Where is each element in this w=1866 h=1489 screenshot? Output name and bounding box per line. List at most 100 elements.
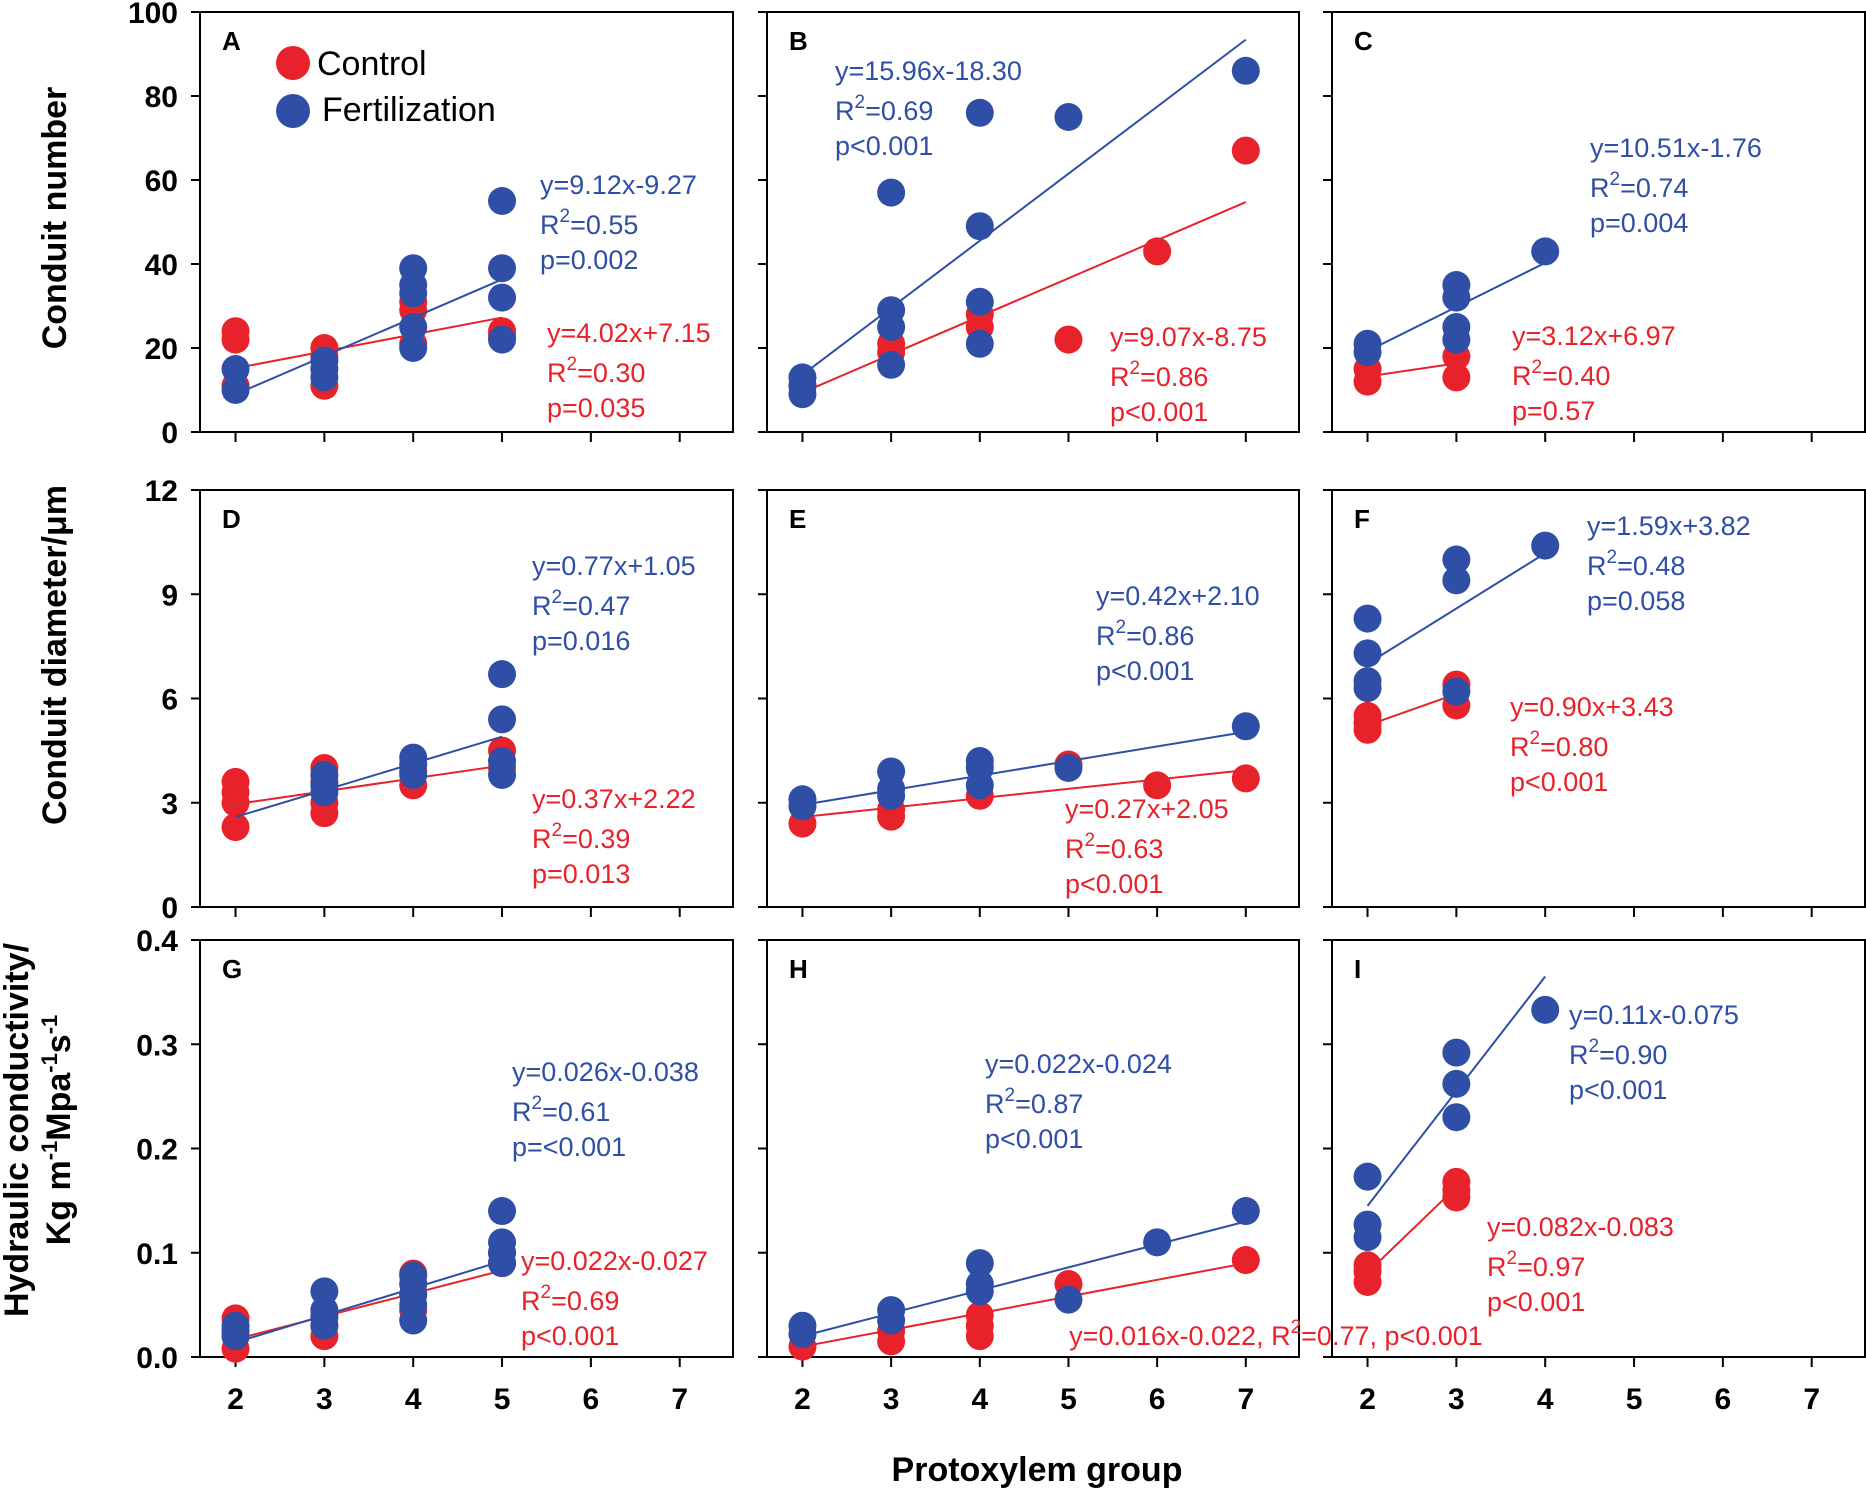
data-point [488,254,517,283]
data-point [1353,1267,1382,1296]
x-tick-label: 7 [1237,1383,1254,1416]
equation-control: y=0.37x+2.22 R2=0.39 p=0.013 [532,784,696,889]
y-tick-label: 0.1 [136,1238,178,1271]
data-point [1353,715,1382,744]
x-tick-label: 4 [971,1383,988,1416]
p-value-text: p=0.013 [532,859,630,889]
data-point [1442,545,1471,574]
x-tick-label: 6 [583,1383,600,1416]
series-control [1353,1167,1471,1296]
p-value-text: p<0.001 [1569,1075,1667,1105]
panel-frame [199,939,734,1358]
r-squared-text: R2=0.47 [532,587,630,621]
equation-fertilization: y=0.022x-0.024 R2=0.87 p<0.001 [985,1049,1172,1154]
data-point [310,778,339,807]
equation-text: y=0.90x+3.43 [1510,692,1674,722]
y-axis-title-conduit-number: Conduit number [36,87,74,350]
p-value-text: p<0.001 [1110,397,1208,427]
x-tick-label: 5 [1626,1383,1643,1416]
x-tick-label: 7 [1803,1383,1820,1416]
panel-G: 0.0 0.1 0.2 0.3 0.4 2 3 4 5 6 7 Gy=0.026x-0.038 R2=0… [136,925,734,1416]
data-point [965,1277,994,1306]
p-value-text: p<0.001 [1487,1287,1585,1317]
y-tick-label: 0.4 [136,925,178,958]
data-point [1054,325,1083,354]
data-point [1353,367,1382,396]
data-point [488,325,517,354]
series-fertilization [221,187,517,404]
equation-text: y=0.026x-0.038 [512,1057,699,1087]
data-point [788,792,817,821]
equation-text: y=0.27x+2.05 [1065,794,1229,824]
hc-unit-s: s [40,1034,78,1053]
data-point [965,1301,994,1330]
panel-letter: G [222,954,242,984]
equation-text: y=9.12x-9.27 [540,170,697,200]
y-tick-label: 0.2 [136,1134,178,1167]
panel-frame [766,489,1300,908]
r-squared-text: R2=0.97 [1487,1248,1585,1282]
r-squared-text: R2=0.30 [547,354,645,388]
data-point [965,771,994,800]
equation-fertilization: y=0.11x-0.075 R2=0.90 p<0.001 [1569,1000,1739,1105]
y-tick-label: 40 [145,249,178,282]
data-point [1531,995,1560,1024]
data-point [1231,1197,1260,1226]
y-tick-label: 60 [145,165,178,198]
panel-C: Cy=10.51x-1.76 R2=0.74 p=0.004 y=3.12x+6.97… [1323,11,1866,442]
data-point [788,380,817,409]
equation-text: y=0.77x+1.05 [532,551,696,581]
y-tick-label: 9 [161,579,178,612]
x-tick-label: 3 [316,1383,333,1416]
equation-control: y=0.27x+2.05 R2=0.63 p<0.001 [1065,794,1229,899]
x-tick-label: 6 [1149,1383,1166,1416]
series-fertilization [1353,975,1560,1252]
equation-text: y=9.07x-8.75 [1110,322,1267,352]
x-tick-label: 3 [1448,1383,1465,1416]
data-point [399,279,428,308]
equation-text: y=10.51x-1.76 [1590,133,1762,163]
data-point [488,705,517,734]
data-point [1143,237,1172,266]
panel-letter: B [789,26,808,56]
y-tick-label: 0 [161,892,178,925]
fit-line [235,764,503,806]
p-value-text: p=0.016 [532,626,630,656]
data-point [1054,1285,1083,1314]
equation-text: y=15.96x-18.30 [835,56,1022,86]
series-fertilization [1353,531,1560,706]
x-tick-label: 2 [1359,1383,1376,1416]
equation-fertilization: y=0.026x-0.038 R2=0.61 p=<0.001 [512,1057,699,1162]
equation-text: y=4.02x+7.15 [547,318,711,348]
data-point [965,1249,994,1278]
panel-letter: F [1354,504,1370,534]
data-point [399,1306,428,1335]
equation-control: y=3.12x+6.97 R2=0.40 p=0.57 [1512,321,1676,426]
data-point [1231,56,1260,85]
r-squared-text: R2=0.61 [512,1093,610,1127]
p-value-text: p=0.57 [1512,396,1595,426]
fit-line [1367,362,1457,378]
equation-control: y=0.022x-0.027 R2=0.69 p<0.001 [521,1246,708,1351]
legend: Control Fertilization [276,45,496,129]
equation-text: y=0.082x-0.083 [1487,1212,1674,1242]
panel-letter: A [222,26,241,56]
x-tick-label: 4 [1537,1383,1554,1416]
p-value-text: p=0.002 [540,245,638,275]
data-point [1231,764,1260,793]
data-point [877,350,906,379]
fit-line [802,1262,1246,1348]
fit-line [802,730,1246,806]
data-point [1442,363,1471,392]
data-point [1531,237,1560,266]
fit-line [801,38,1247,376]
p-value-text: p<0.001 [521,1321,619,1351]
equation-fertilization: y=1.59x+3.82 R2=0.48 p=0.058 [1587,511,1751,616]
x-tick-label: 2 [794,1383,811,1416]
r-squared-text: R2=0.69 [835,92,933,126]
fit-line [1367,261,1546,353]
panel-I: 2 3 4 5 6 7Iy=0.11x-0.075R2=0.90p<0.001y=0.08… [1323,939,1866,1416]
data-point [310,363,339,392]
fit-line [802,769,1246,818]
